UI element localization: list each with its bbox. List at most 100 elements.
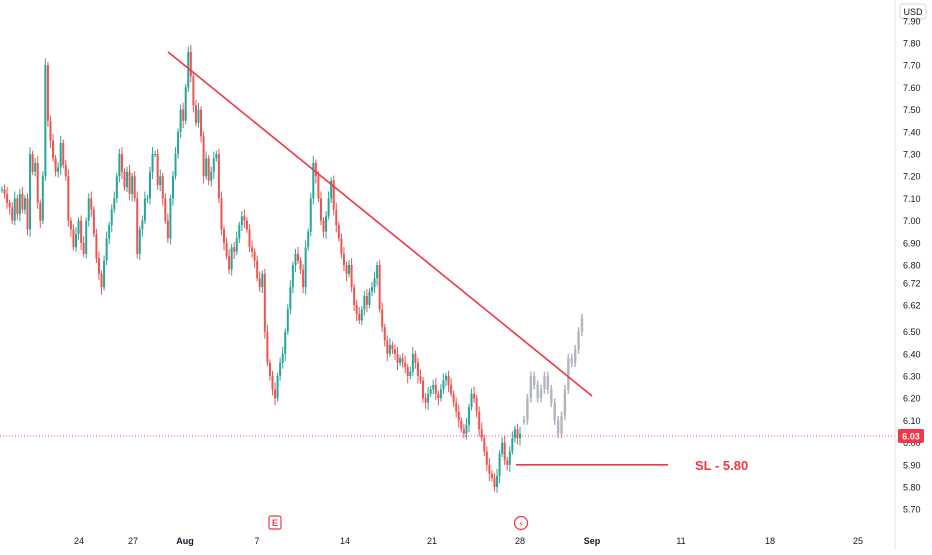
candle-body — [197, 109, 200, 123]
candle-body — [138, 229, 141, 254]
candle — [141, 215, 144, 237]
candle-body — [452, 393, 455, 403]
candle-body — [498, 453, 501, 476]
candle-body — [21, 193, 24, 210]
candle — [266, 324, 269, 367]
candle — [174, 147, 177, 180]
candle — [271, 370, 274, 396]
earnings-marker-icon[interactable]: E — [268, 515, 282, 530]
candle — [197, 102, 200, 128]
candle-body — [23, 198, 26, 210]
candle — [29, 147, 32, 237]
projection-body — [580, 318, 584, 332]
candle — [480, 422, 483, 442]
candle — [368, 288, 371, 309]
candle — [138, 226, 141, 260]
time-axis[interactable]: 24 27 Aug 7 14 21 28 Sep 11 18 25 — [74, 536, 863, 546]
candle — [371, 282, 373, 297]
candle — [6, 187, 9, 209]
candle-body — [243, 216, 246, 221]
candle-body — [381, 309, 384, 328]
candle-body — [151, 154, 154, 172]
candle-body — [437, 393, 440, 399]
dividend-marker-icon[interactable]: ⚡ — [513, 515, 529, 531]
projection-layer — [522, 313, 584, 439]
candle — [230, 243, 233, 276]
price-tick-label: 7.30 — [903, 150, 921, 160]
candle — [11, 202, 14, 224]
candle — [251, 240, 254, 258]
dividend-marker-glyph: ⚡ — [518, 520, 524, 529]
candle — [57, 162, 60, 178]
candle — [8, 199, 11, 215]
candle-body — [75, 233, 77, 248]
time-tick-label: 27 — [128, 536, 138, 546]
candle-body — [416, 362, 419, 376]
candle — [54, 155, 57, 177]
candle — [151, 147, 154, 180]
candle — [396, 346, 399, 371]
candle-body — [508, 451, 511, 465]
candle — [513, 425, 516, 443]
candle — [39, 199, 42, 228]
candle-body — [182, 109, 185, 121]
candle — [383, 323, 386, 347]
candle-body — [353, 287, 356, 305]
candle — [516, 424, 519, 445]
candle-body — [171, 176, 174, 199]
currency-label[interactable]: USD — [899, 3, 927, 20]
earnings-marker-frame — [268, 515, 282, 530]
candle-body — [493, 478, 496, 487]
candle — [59, 136, 62, 175]
projection-bar — [539, 384, 543, 403]
trendline[interactable] — [167, 51, 593, 397]
price-tick-label: 7.60 — [903, 83, 921, 93]
candle — [90, 191, 93, 217]
candle — [309, 193, 312, 237]
projection-body — [533, 376, 536, 385]
projection-body — [550, 389, 553, 403]
candle — [36, 155, 39, 209]
candle-body — [105, 238, 108, 261]
candle — [274, 382, 277, 406]
candle-body — [360, 309, 363, 321]
candle — [115, 172, 118, 204]
candle-body — [164, 198, 167, 221]
candle — [376, 261, 379, 286]
candle — [67, 169, 70, 227]
candle-body — [337, 225, 340, 239]
candle — [416, 357, 419, 384]
candle-body — [506, 460, 509, 465]
candle — [434, 377, 437, 400]
candle — [437, 390, 440, 406]
candle — [302, 264, 305, 294]
projection-body — [563, 389, 567, 416]
candle-body — [166, 220, 169, 239]
price-tick-label: 6.72 — [903, 278, 921, 288]
candle — [439, 384, 442, 402]
candle-body — [26, 198, 29, 230]
candle-body — [253, 251, 256, 261]
candle — [297, 247, 299, 264]
projection-body — [539, 389, 543, 399]
candle — [299, 257, 302, 275]
candle-body — [404, 362, 407, 368]
candle — [207, 155, 210, 186]
candle-body — [286, 309, 289, 332]
candle-body — [496, 475, 499, 487]
candle-body — [217, 154, 220, 199]
candle-body — [457, 411, 460, 421]
candle-body — [131, 176, 134, 194]
candle-body — [108, 225, 111, 239]
candle — [179, 104, 182, 138]
time-tick-label: 28 — [515, 536, 525, 546]
price-tick-label: 7.10 — [903, 194, 921, 204]
candle-body — [123, 171, 126, 188]
candle-body — [154, 154, 157, 155]
candle — [506, 457, 509, 471]
candle — [80, 215, 83, 251]
candle-body — [401, 358, 404, 363]
